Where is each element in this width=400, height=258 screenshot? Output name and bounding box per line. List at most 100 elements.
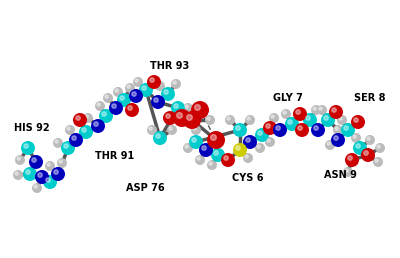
Circle shape xyxy=(72,136,76,140)
Circle shape xyxy=(112,104,116,108)
Circle shape xyxy=(325,140,335,150)
Circle shape xyxy=(17,157,20,160)
Circle shape xyxy=(375,143,385,153)
Circle shape xyxy=(21,141,35,155)
Circle shape xyxy=(91,119,105,133)
Circle shape xyxy=(193,127,196,130)
Circle shape xyxy=(55,140,58,143)
Circle shape xyxy=(185,145,188,148)
Circle shape xyxy=(127,85,130,88)
Circle shape xyxy=(367,137,370,140)
Circle shape xyxy=(341,123,355,137)
Circle shape xyxy=(329,105,343,119)
Circle shape xyxy=(298,126,302,130)
Circle shape xyxy=(255,128,269,142)
Circle shape xyxy=(129,89,143,103)
Circle shape xyxy=(211,148,225,162)
Circle shape xyxy=(348,156,352,160)
Circle shape xyxy=(361,148,375,162)
Circle shape xyxy=(150,78,154,82)
Circle shape xyxy=(79,125,93,139)
Circle shape xyxy=(32,158,36,162)
Circle shape xyxy=(133,77,143,87)
Circle shape xyxy=(356,144,360,148)
Circle shape xyxy=(59,160,62,163)
Circle shape xyxy=(296,110,300,114)
Circle shape xyxy=(258,131,262,135)
Circle shape xyxy=(161,87,175,101)
Circle shape xyxy=(233,143,247,157)
Circle shape xyxy=(54,170,58,174)
Circle shape xyxy=(210,135,216,140)
Circle shape xyxy=(120,96,124,100)
Circle shape xyxy=(99,109,113,123)
Circle shape xyxy=(174,104,178,108)
Circle shape xyxy=(189,135,203,149)
Circle shape xyxy=(377,145,380,148)
Circle shape xyxy=(183,143,193,153)
Circle shape xyxy=(195,155,205,165)
Circle shape xyxy=(149,127,152,130)
Circle shape xyxy=(343,167,353,177)
Circle shape xyxy=(193,103,207,117)
Circle shape xyxy=(281,109,291,119)
Circle shape xyxy=(109,101,123,115)
Circle shape xyxy=(157,83,160,86)
Circle shape xyxy=(85,115,88,118)
Circle shape xyxy=(365,135,375,145)
Circle shape xyxy=(332,108,336,112)
Circle shape xyxy=(245,115,255,125)
Circle shape xyxy=(83,113,93,123)
Circle shape xyxy=(73,113,87,127)
Circle shape xyxy=(306,116,310,120)
Circle shape xyxy=(29,155,43,169)
Circle shape xyxy=(209,133,223,147)
Circle shape xyxy=(103,93,113,103)
Circle shape xyxy=(15,172,18,175)
Circle shape xyxy=(24,144,28,148)
Circle shape xyxy=(354,118,358,122)
Circle shape xyxy=(53,138,63,148)
Circle shape xyxy=(353,141,367,155)
Circle shape xyxy=(197,157,200,160)
Circle shape xyxy=(269,113,279,123)
Circle shape xyxy=(171,101,185,115)
Circle shape xyxy=(186,115,192,120)
Circle shape xyxy=(171,79,181,89)
Circle shape xyxy=(142,86,146,90)
Circle shape xyxy=(57,158,67,168)
Circle shape xyxy=(156,134,160,138)
Circle shape xyxy=(154,98,158,102)
Circle shape xyxy=(207,160,217,170)
Circle shape xyxy=(183,103,193,113)
Circle shape xyxy=(32,183,42,193)
Text: GLY 7: GLY 7 xyxy=(273,93,303,103)
Circle shape xyxy=(245,155,248,158)
Circle shape xyxy=(227,117,230,120)
Circle shape xyxy=(51,167,65,181)
Circle shape xyxy=(375,159,378,162)
Circle shape xyxy=(13,170,23,180)
Circle shape xyxy=(173,109,191,127)
Circle shape xyxy=(185,105,188,108)
Circle shape xyxy=(317,105,327,115)
Circle shape xyxy=(175,111,189,125)
Circle shape xyxy=(45,161,55,171)
Circle shape xyxy=(303,113,317,127)
Circle shape xyxy=(311,105,321,115)
Circle shape xyxy=(153,131,167,145)
Circle shape xyxy=(95,101,105,111)
Circle shape xyxy=(345,169,348,172)
Circle shape xyxy=(266,124,270,128)
Circle shape xyxy=(76,116,80,120)
Circle shape xyxy=(135,79,138,82)
Circle shape xyxy=(236,146,240,150)
Circle shape xyxy=(188,116,192,120)
Circle shape xyxy=(26,170,30,174)
Circle shape xyxy=(192,138,196,142)
Circle shape xyxy=(173,81,176,84)
Circle shape xyxy=(267,139,270,142)
Circle shape xyxy=(285,117,299,131)
Circle shape xyxy=(337,115,347,125)
Circle shape xyxy=(236,126,240,130)
